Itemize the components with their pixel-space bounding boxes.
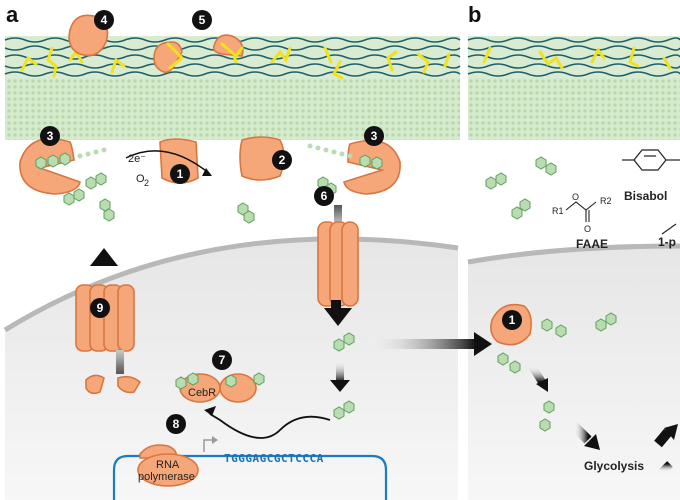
arrow-down-intracellular [330, 360, 350, 392]
oxygen-subscript: 2 [144, 178, 149, 188]
badge-9-circle [90, 298, 110, 318]
badge-6-circle [314, 186, 334, 206]
badge-7: 7 [212, 350, 232, 370]
enzyme-2 [239, 136, 285, 181]
badge-2-label: 2 [279, 153, 286, 167]
badge-group: 1 2 3 3 4 5 6 7 8 9 1 [40, 10, 522, 434]
badge-6: 6 [314, 186, 334, 206]
badge-3-right-circle [364, 126, 384, 146]
badge-9: 9 [90, 298, 110, 318]
badge-9-label: 9 [97, 301, 104, 315]
badge-2-circle [272, 150, 292, 170]
badge-7-label: 7 [219, 353, 226, 367]
badge-b-1: 1 [502, 310, 522, 330]
badge-b-1-circle [502, 310, 522, 330]
badge-3-left: 3 [40, 126, 60, 146]
onep-label: 1-p [658, 235, 676, 249]
badge-2: 2 [272, 150, 292, 170]
faae-r1: R1 [552, 206, 564, 216]
cell-membrane-b [467, 243, 680, 265]
cebr-label: CebR [188, 387, 216, 399]
oxygen-label: O [136, 173, 145, 185]
bisabolene-label: Bisabol [624, 189, 667, 203]
arrow-to-promoter [204, 406, 331, 439]
glucose-chain-left [35, 147, 107, 170]
badge-5: 5 [192, 10, 212, 30]
faae-r2: R2 [600, 196, 612, 206]
badge-5-label: 5 [199, 13, 206, 27]
panel-label-a: a [6, 2, 19, 27]
panel-b-free-glucose [485, 156, 557, 220]
cell-membrane-a [3, 236, 459, 333]
badge-1-label: 1 [177, 167, 184, 181]
badge-4-label: 4 [101, 13, 108, 27]
badge-3-left-label: 3 [47, 129, 54, 143]
faae-label: FAAE [576, 237, 608, 251]
arrow-to-panel-b [366, 332, 492, 356]
rna-polymerase-label-2: polymerase [138, 471, 195, 483]
badge-1: 1 [170, 164, 190, 184]
faae-o-ester: O [572, 192, 579, 202]
enzyme-5 [153, 34, 244, 74]
badge-3-left-circle [40, 126, 60, 146]
onep-structure [661, 223, 677, 235]
transporter-6 [317, 205, 359, 326]
badge-7-circle [212, 350, 232, 370]
badge-5-circle [192, 10, 212, 30]
badge-3-right: 3 [364, 126, 384, 146]
rna-polymerase-label-1: RNA [156, 459, 180, 471]
badge-1-circle [170, 164, 190, 184]
panel-label-b: b [468, 2, 481, 27]
panel-b-background [467, 243, 680, 500]
dna-promoter: RNA polymerase TGGGAGCGCTCCCA [112, 436, 388, 500]
badge-8: 8 [166, 414, 186, 434]
faae-structure [565, 201, 597, 222]
glycolysis-label: Glycolysis [584, 459, 644, 473]
cebr-regulator: CebR [175, 372, 265, 403]
bisabolene-structure [622, 149, 680, 171]
electrons-label: 2e⁻ [128, 153, 146, 165]
cell-interior-b [468, 246, 680, 500]
plant-cell-wall-b [467, 36, 680, 140]
badge-6-label: 6 [321, 189, 328, 203]
cebr-binding-sequence: TGGGAGCGCTCCCA [224, 452, 324, 465]
badge-b-1-label: 1 [509, 313, 516, 327]
free-glucose-a [63, 172, 337, 224]
badge-8-circle [166, 414, 186, 434]
badge-8-label: 8 [173, 417, 180, 431]
badge-4-circle [94, 10, 114, 30]
badge-3-right-label: 3 [371, 129, 378, 143]
intracellular-glucose-a [333, 332, 355, 420]
badge-4: 4 [94, 10, 114, 30]
faae-o-carbonyl: O [584, 224, 591, 234]
glucose-chain-right [307, 143, 383, 170]
panel-a-background [3, 140, 460, 500]
panel-b-arrows [528, 363, 678, 475]
